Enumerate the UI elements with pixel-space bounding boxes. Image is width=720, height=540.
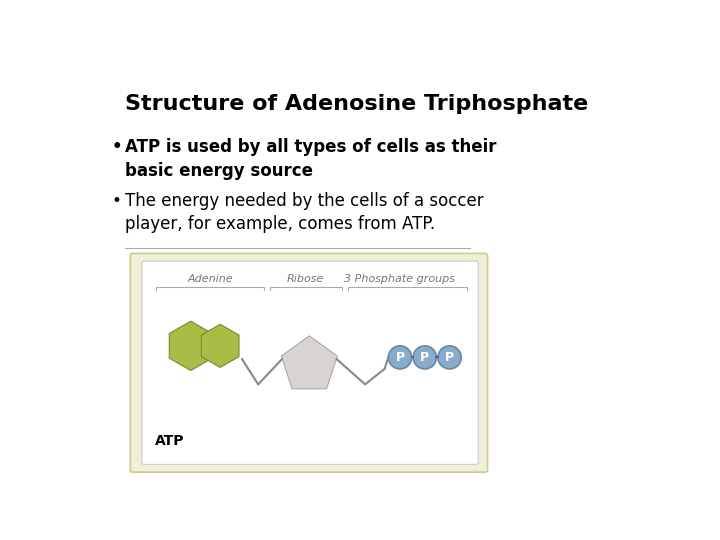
Circle shape — [438, 346, 462, 369]
FancyBboxPatch shape — [142, 261, 478, 464]
Polygon shape — [169, 321, 212, 370]
Text: •: • — [112, 138, 122, 156]
Text: Adenine: Adenine — [187, 274, 233, 284]
Text: 3 Phosphate groups: 3 Phosphate groups — [344, 274, 456, 284]
Text: P: P — [445, 351, 454, 364]
Polygon shape — [202, 325, 239, 367]
Circle shape — [388, 346, 412, 369]
Text: ATP is used by all types of cells as their
basic energy source: ATP is used by all types of cells as the… — [125, 138, 496, 180]
FancyBboxPatch shape — [130, 253, 487, 472]
Polygon shape — [282, 336, 338, 389]
Text: Ribose: Ribose — [287, 274, 324, 284]
Text: P: P — [420, 351, 429, 364]
Text: Structure of Adenosine Triphosphate: Structure of Adenosine Triphosphate — [125, 94, 588, 114]
Text: •: • — [112, 192, 122, 210]
Text: ATP: ATP — [155, 434, 184, 448]
Text: The energy needed by the cells of a soccer
player, for example, comes from ATP.: The energy needed by the cells of a socc… — [125, 192, 484, 233]
Text: P: P — [395, 351, 405, 364]
Circle shape — [413, 346, 436, 369]
